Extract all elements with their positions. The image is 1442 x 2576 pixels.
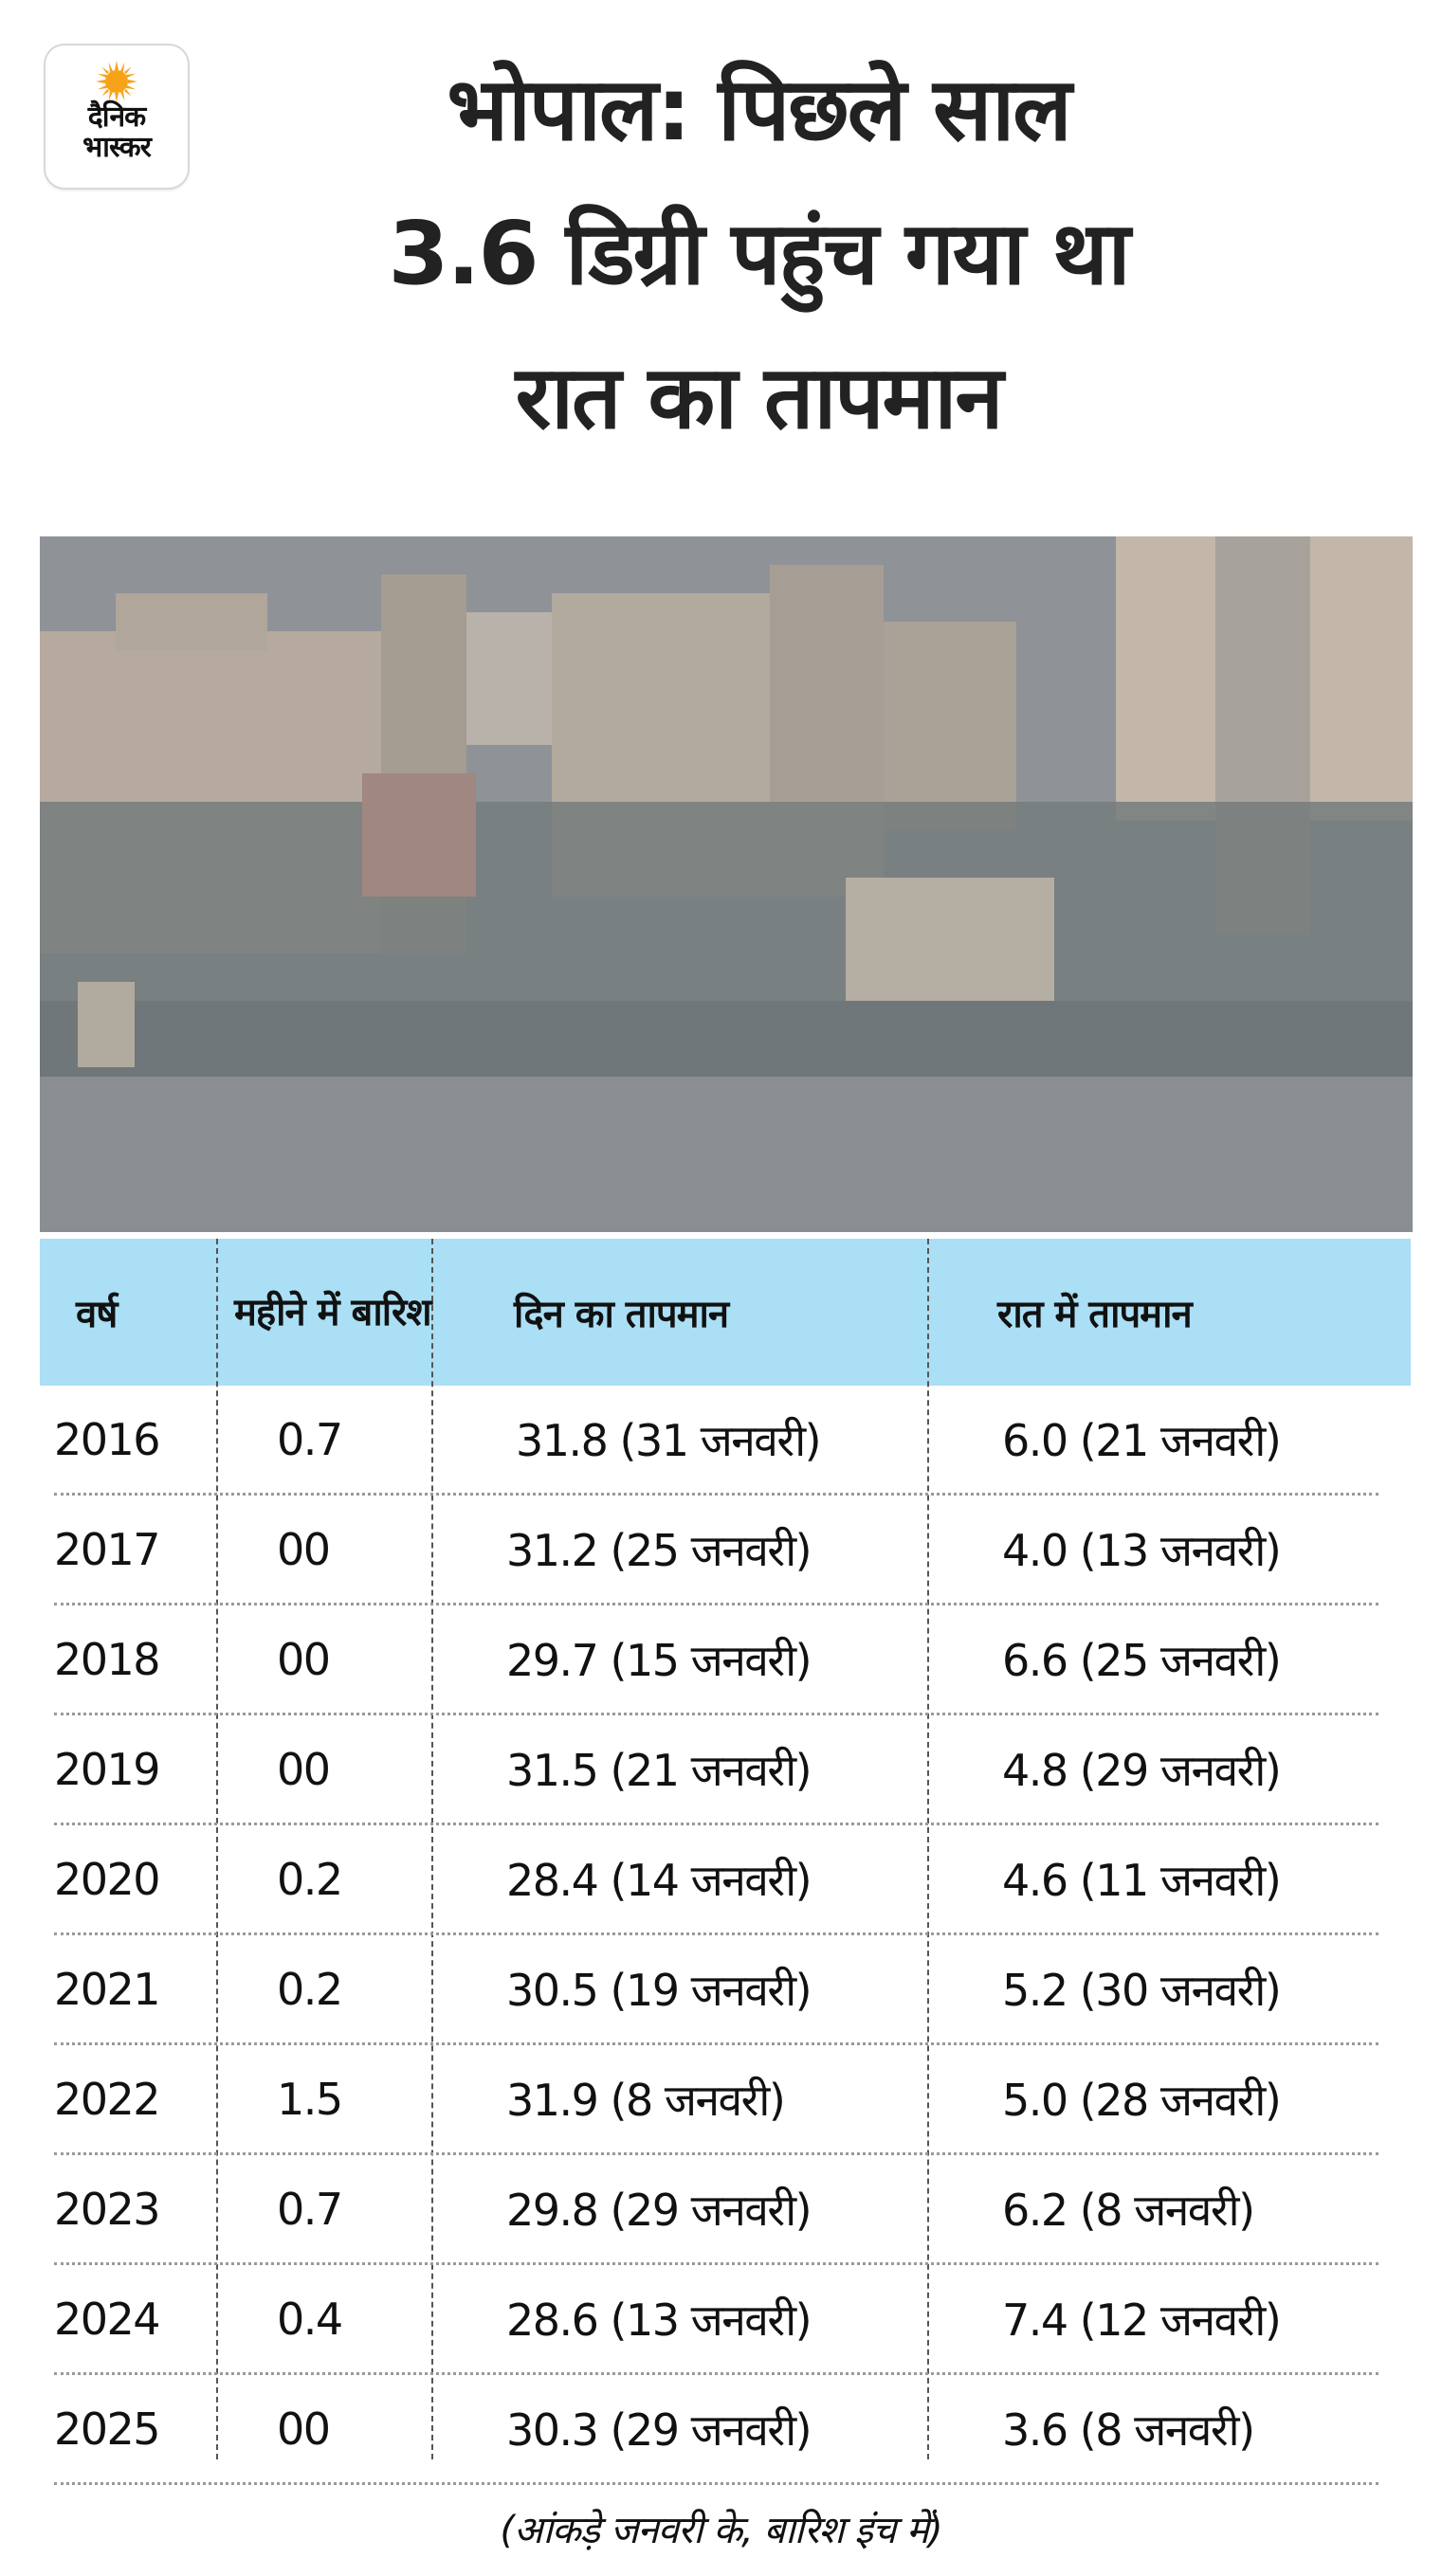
cell-night-temp: 3.6 (8 जनवरी) [1002,2404,1255,2456]
column-divider [927,1239,929,2459]
table-row: 2025 00 30.3 (29 जनवरी) 3.6 (8 जनवरी) [54,2375,1378,2485]
table-row: 2020 0.2 28.4 (14 जनवरी) 4.6 (11 जनवरी) [54,1825,1378,1935]
cell-rain: 00 [277,1743,331,1795]
cell-day-temp: 30.3 (29 जनवरी) [506,2404,812,2456]
cell-day-temp: 29.8 (29 जनवरी) [506,2184,812,2236]
dainik-bhaskar-logo: दैनिक भास्कर [46,45,188,188]
cell-day-temp: 28.6 (13 जनवरी) [506,2294,812,2346]
column-divider [431,1239,433,2459]
cell-year: 2021 [54,1963,161,2015]
headline-line-2: 3.6 डिग्री पहुंच गया था [388,203,1131,304]
logo-text-bhaskar: भास्कर [82,131,152,164]
cell-rain: 1.5 [277,2073,343,2125]
cell-year: 2019 [54,1743,161,1795]
table-header: वर्ष महीने में बारिश दिन का तापमान रात म… [40,1239,1411,1386]
cell-night-temp: 4.6 (11 जनवरी) [1002,1854,1282,1906]
cell-rain: 00 [277,2403,331,2455]
cell-year: 2022 [54,2073,161,2125]
cell-day-temp: 31.8 (31 जनवरी) [516,1414,822,1466]
logo-text-dainik: दैनिक [87,100,146,134]
cell-year: 2025 [54,2403,161,2455]
table-row: 2019 00 31.5 (21 जनवरी) 4.8 (29 जनवरी) [54,1715,1378,1825]
cell-night-temp: 4.0 (13 जनवरी) [1002,1524,1282,1576]
table-row: 2024 0.4 28.6 (13 जनवरी) 7.4 (12 जनवरी) [54,2265,1378,2375]
cell-day-temp: 31.5 (21 जनवरी) [506,1744,812,1796]
table-body: 2016 0.7 31.8 (31 जनवरी) 6.0 (21 जनवरी) … [40,1386,1411,2485]
cell-night-temp: 6.6 (25 जनवरी) [1002,1634,1282,1686]
cell-night-temp: 5.0 (28 जनवरी) [1002,2074,1282,2126]
cell-year: 2017 [54,1523,161,1575]
cell-night-temp: 7.4 (12 जनवरी) [1002,2294,1282,2346]
bhopal-lakefront-photo [40,536,1413,1232]
cell-rain: 00 [277,1633,331,1685]
table-row: 2018 00 29.7 (15 जनवरी) 6.6 (25 जनवरी) [54,1605,1378,1715]
table-row: 2016 0.7 31.8 (31 जनवरी) 6.0 (21 जनवरी) [54,1386,1378,1496]
table-row: 2023 0.7 29.8 (29 जनवरी) 6.2 (8 जनवरी) [54,2155,1378,2265]
cell-night-temp: 6.2 (8 जनवरी) [1002,2184,1255,2236]
cell-year: 2020 [54,1853,161,1905]
cell-rain: 0.7 [277,2183,343,2235]
sun-icon [96,61,137,102]
cell-day-temp: 29.7 (15 जनवरी) [506,1634,812,1686]
cell-rain: 0.7 [277,1413,343,1465]
cell-year: 2016 [54,1413,161,1465]
cell-year: 2024 [54,2293,161,2345]
cell-night-temp: 6.0 (21 जनवरी) [1002,1414,1282,1466]
table-row: 2022 1.5 31.9 (8 जनवरी) 5.0 (28 जनवरी) [54,2045,1378,2155]
column-header-rain: महीने में बारिश [234,1290,432,1334]
cell-rain: 00 [277,1523,331,1575]
table-row: 2017 00 31.2 (25 जनवरी) 4.0 (13 जनवरी) [54,1496,1378,1605]
cell-day-temp: 30.5 (19 जनवरी) [506,1964,812,2016]
cell-year: 2018 [54,1633,161,1685]
footnote: (आंकड़े जनवरी के, बारिश इंच में) [500,2509,942,2552]
table-row: 2021 0.2 30.5 (19 जनवरी) 5.2 (30 जनवरी) [54,1935,1378,2045]
column-header-year: वर्ष [76,1293,118,1336]
cell-rain: 0.2 [277,1963,343,2015]
cell-night-temp: 4.8 (29 जनवरी) [1002,1744,1282,1796]
cell-night-temp: 5.2 (30 जनवरी) [1002,1964,1282,2016]
headline: भोपाल: पिछले साल 3.6 डिग्री पहुंच गया था… [190,38,1327,470]
cell-day-temp: 31.2 (25 जनवरी) [506,1524,812,1576]
cell-year: 2023 [54,2183,161,2235]
headline-line-3: रात का तापमान [515,347,1004,448]
weather-table: वर्ष महीने में बारिश दिन का तापमान रात म… [40,1239,1411,2485]
column-header-night-temp: रात में तापमान [997,1293,1193,1336]
column-divider [216,1239,218,2459]
cell-day-temp: 31.9 (8 जनवरी) [506,2074,786,2126]
cell-rain: 0.4 [277,2293,343,2345]
cell-day-temp: 28.4 (14 जनवरी) [506,1854,812,1906]
cell-rain: 0.2 [277,1853,343,1905]
headline-line-1: भोपाल: पिछले साल [447,59,1071,160]
column-header-day-temp: दिन का तापमान [514,1293,729,1336]
